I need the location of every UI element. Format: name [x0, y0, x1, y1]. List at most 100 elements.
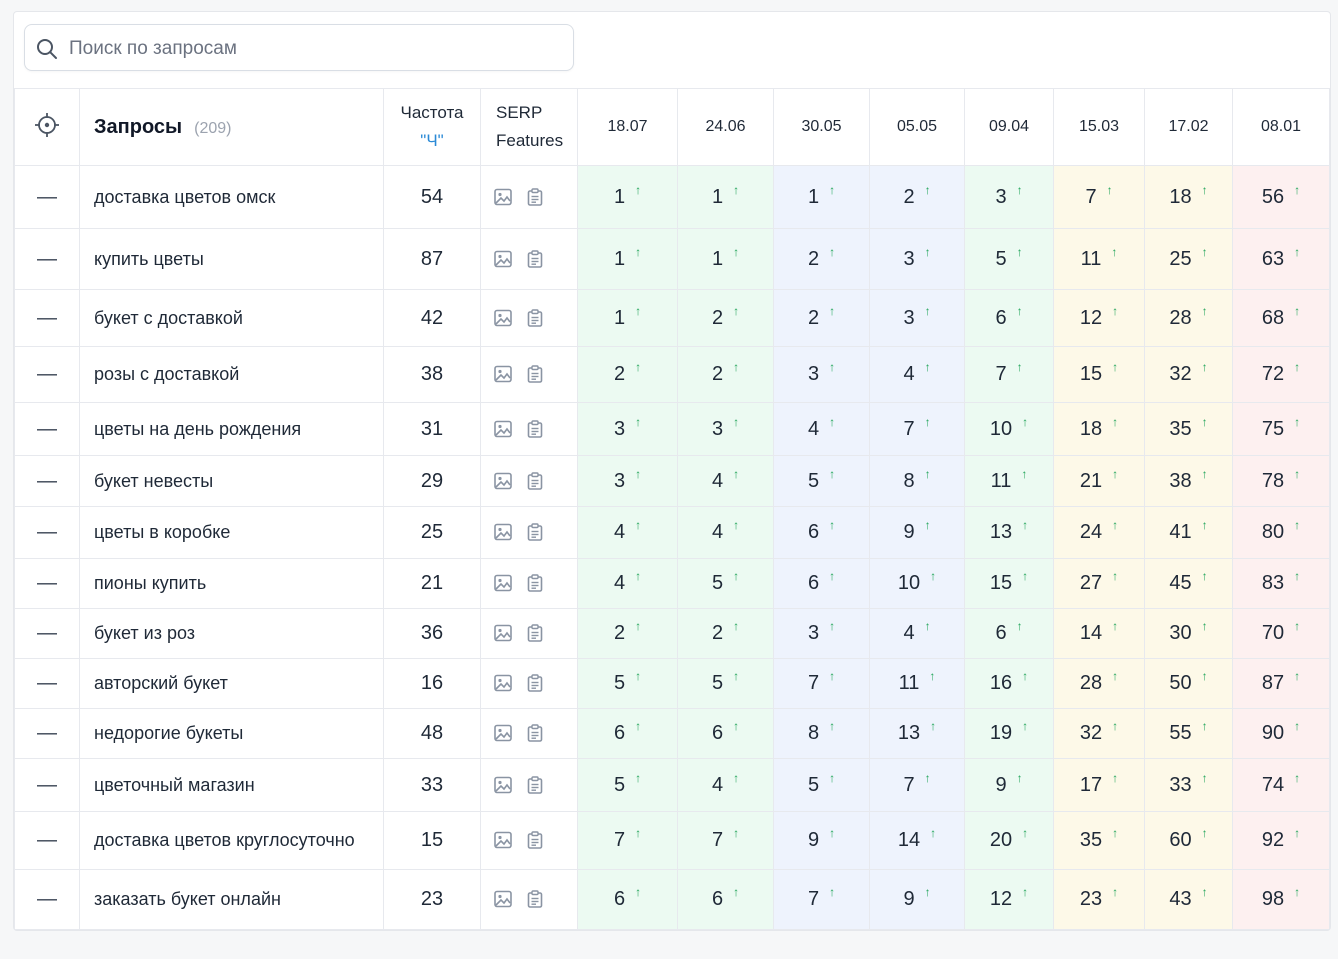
query-cell[interactable]: доставка цветов омск [79, 165, 384, 229]
position-cell[interactable]: 72 ↑ [1232, 346, 1330, 403]
row-toggle[interactable]: — [14, 506, 80, 559]
query-cell[interactable]: розы с доставкой [79, 346, 384, 403]
query-cell[interactable]: недорогие букеты [79, 708, 384, 759]
position-cell[interactable]: 38 ↑ [1144, 455, 1233, 507]
position-cell[interactable]: 92 ↑ [1232, 811, 1330, 870]
position-cell[interactable]: 45 ↑ [1144, 558, 1233, 609]
dash-icon[interactable]: — [37, 829, 57, 851]
image-icon[interactable] [493, 249, 513, 269]
select-all-target[interactable] [14, 88, 80, 166]
position-cell[interactable]: 4 ↑ [869, 608, 965, 659]
position-cell[interactable]: 6 ↑ [964, 608, 1054, 659]
position-cell[interactable]: 1 ↑ [577, 165, 678, 229]
position-cell[interactable]: 7 ↑ [869, 402, 965, 456]
position-cell[interactable]: 5 ↑ [964, 228, 1054, 290]
dash-icon[interactable]: — [37, 672, 57, 694]
query-cell[interactable]: цветочный магазин [79, 758, 384, 812]
position-cell[interactable]: 4 ↑ [677, 758, 774, 812]
position-cell[interactable]: 2 ↑ [773, 289, 870, 347]
table-row[interactable]: — букет с доставкой 42 1 ↑ 2 ↑ 2 ↑ 3 ↑ 6 ↑ 12 ↑ 28 ↑ 68 ↑ [14, 289, 1330, 347]
query-cell[interactable]: купить цветы [79, 228, 384, 290]
image-icon[interactable] [493, 830, 513, 850]
position-cell[interactable]: 9 ↑ [869, 506, 965, 559]
position-cell[interactable]: 33 ↑ [1144, 758, 1233, 812]
position-cell[interactable]: 18 ↑ [1144, 165, 1233, 229]
position-cell[interactable]: 41 ↑ [1144, 506, 1233, 559]
position-cell[interactable]: 5 ↑ [577, 758, 678, 812]
image-icon[interactable] [493, 723, 513, 743]
clipboard-icon[interactable] [525, 673, 545, 693]
clipboard-icon[interactable] [525, 522, 545, 542]
position-cell[interactable]: 6 ↑ [677, 869, 774, 930]
image-icon[interactable] [493, 419, 513, 439]
position-cell[interactable]: 13 ↑ [964, 506, 1054, 559]
position-cell[interactable]: 5 ↑ [577, 658, 678, 709]
position-cell[interactable]: 6 ↑ [577, 708, 678, 759]
position-cell[interactable]: 1 ↑ [677, 228, 774, 290]
clipboard-icon[interactable] [525, 364, 545, 384]
position-cell[interactable]: 1 ↑ [577, 289, 678, 347]
image-icon[interactable] [493, 187, 513, 207]
position-cell[interactable]: 6 ↑ [677, 708, 774, 759]
date-column-header[interactable]: 08.01 [1232, 88, 1330, 166]
position-cell[interactable]: 55 ↑ [1144, 708, 1233, 759]
table-row[interactable]: — доставка цветов круглосуточно 15 7 ↑ 7 ↑ 9 ↑ 14… [14, 811, 1330, 870]
position-cell[interactable]: 4 ↑ [677, 506, 774, 559]
clipboard-icon[interactable] [525, 775, 545, 795]
position-cell[interactable]: 2 ↑ [577, 346, 678, 403]
image-icon[interactable] [493, 471, 513, 491]
dash-icon[interactable]: — [37, 306, 57, 329]
position-cell[interactable]: 90 ↑ [1232, 708, 1330, 759]
position-cell[interactable]: 7 ↑ [677, 811, 774, 870]
position-cell[interactable]: 19 ↑ [964, 708, 1054, 759]
dash-icon[interactable]: — [37, 521, 57, 543]
table-row[interactable]: — доставка цветов омск 54 1 ↑ 1 ↑ 1 ↑ 2 ↑ 3 ↑ 7 ↑ 18 ↑ 56… [14, 165, 1330, 229]
query-cell[interactable]: букет невесты [79, 455, 384, 507]
position-cell[interactable]: 7 ↑ [1053, 165, 1145, 229]
position-cell[interactable]: 12 ↑ [1053, 289, 1145, 347]
position-cell[interactable]: 6 ↑ [773, 506, 870, 559]
row-toggle[interactable]: — [14, 608, 80, 659]
position-cell[interactable]: 32 ↑ [1144, 346, 1233, 403]
query-cell[interactable]: заказать букет онлайн [79, 869, 384, 930]
position-cell[interactable]: 4 ↑ [869, 346, 965, 403]
position-cell[interactable]: 32 ↑ [1053, 708, 1145, 759]
position-cell[interactable]: 9 ↑ [773, 811, 870, 870]
table-row[interactable]: — авторский букет 16 5 ↑ 5 ↑ 7 ↑ 11 ↑ 16 ↑ 28 ↑ 50 ↑ 87 ↑ [14, 658, 1330, 709]
date-column-header[interactable]: 09.04 [964, 88, 1054, 166]
clipboard-icon[interactable] [525, 308, 545, 328]
position-cell[interactable]: 3 ↑ [964, 165, 1054, 229]
position-cell[interactable]: 35 ↑ [1144, 402, 1233, 456]
dash-icon[interactable]: — [37, 722, 57, 744]
position-cell[interactable]: 74 ↑ [1232, 758, 1330, 812]
search-box[interactable] [24, 24, 574, 71]
position-cell[interactable]: 3 ↑ [869, 228, 965, 290]
clipboard-icon[interactable] [525, 187, 545, 207]
query-cell[interactable]: авторский букет [79, 658, 384, 709]
position-cell[interactable]: 20 ↑ [964, 811, 1054, 870]
position-cell[interactable]: 2 ↑ [869, 165, 965, 229]
position-cell[interactable]: 83 ↑ [1232, 558, 1330, 609]
position-cell[interactable]: 7 ↑ [773, 869, 870, 930]
query-cell[interactable]: доставка цветов круглосуточно [79, 811, 384, 870]
row-toggle[interactable]: — [14, 558, 80, 609]
queries-column-header[interactable]: Запросы (209) [79, 88, 384, 166]
table-row[interactable]: — цветочный магазин 33 5 ↑ 4 ↑ 5 ↑ 7 ↑ 9 ↑ 17 ↑ 33 ↑ 74 ↑ [14, 758, 1330, 812]
dash-icon[interactable]: — [37, 572, 57, 594]
position-cell[interactable]: 87 ↑ [1232, 658, 1330, 709]
position-cell[interactable]: 28 ↑ [1144, 289, 1233, 347]
table-row[interactable]: — цветы на день рождения 31 3 ↑ 3 ↑ 4 ↑ 7 ↑ 10 ↑ 18 ↑ 3… [14, 402, 1330, 456]
position-cell[interactable]: 1 ↑ [677, 165, 774, 229]
image-icon[interactable] [493, 775, 513, 795]
row-toggle[interactable]: — [14, 289, 80, 347]
clipboard-icon[interactable] [525, 573, 545, 593]
position-cell[interactable]: 4 ↑ [577, 558, 678, 609]
table-row[interactable]: — заказать букет онлайн 23 6 ↑ 6 ↑ 7 ↑ 9 ↑ 12 ↑ 23 ↑ 43… [14, 869, 1330, 930]
table-row[interactable]: — цветы в коробке 25 4 ↑ 4 ↑ 6 ↑ 9 ↑ 13 ↑ 24 ↑ 41 ↑ 80 ↑ [14, 506, 1330, 559]
position-cell[interactable]: 15 ↑ [1053, 346, 1145, 403]
position-cell[interactable]: 3 ↑ [677, 402, 774, 456]
position-cell[interactable]: 2 ↑ [773, 228, 870, 290]
image-icon[interactable] [493, 889, 513, 909]
position-cell[interactable]: 2 ↑ [677, 608, 774, 659]
position-cell[interactable]: 2 ↑ [677, 346, 774, 403]
